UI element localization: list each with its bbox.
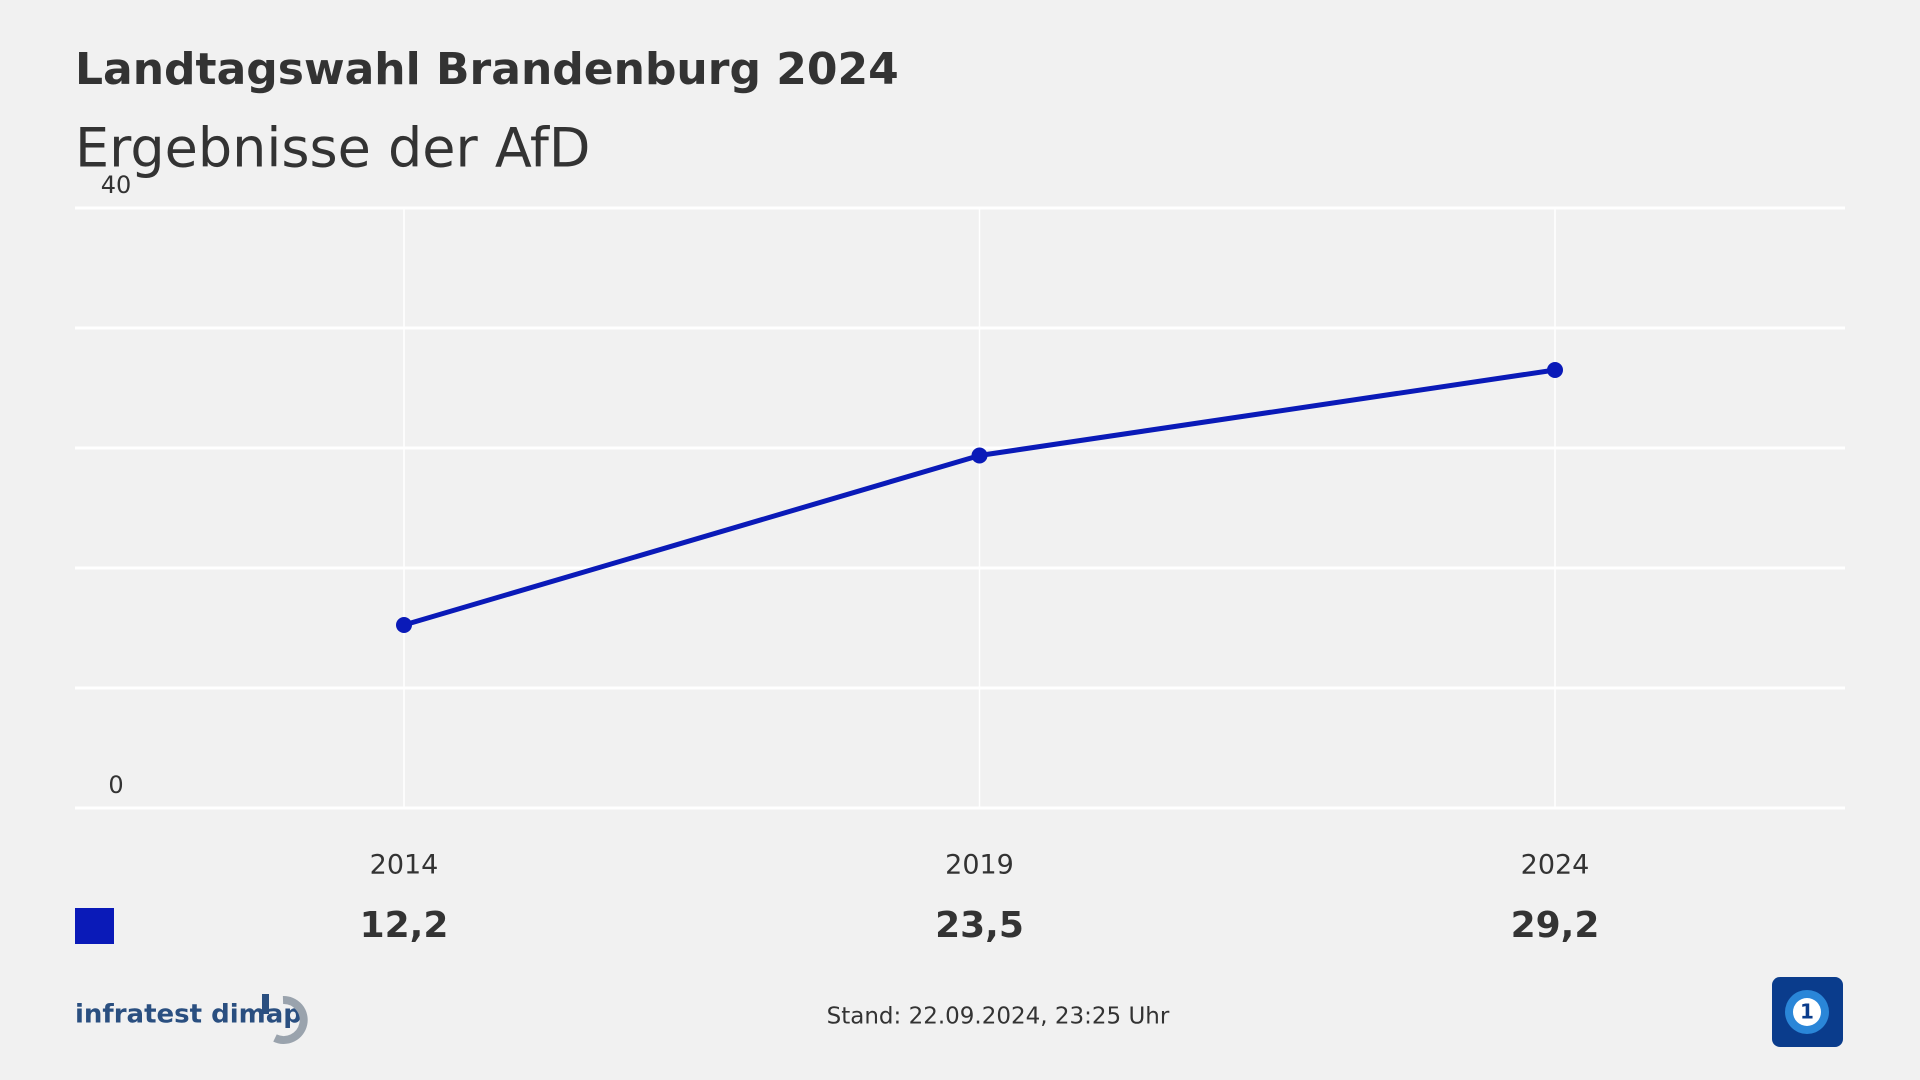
broadcaster-logo: 1 <box>1772 977 1843 1047</box>
y-tick-label: 40 <box>101 171 132 199</box>
svg-text:1: 1 <box>1800 1000 1814 1024</box>
chart-subtitle: Ergebnisse der AfD <box>75 117 591 180</box>
data-point <box>971 447 988 464</box>
value-label: 29,2 <box>1511 905 1600 946</box>
data-point <box>396 617 412 633</box>
timestamp-note: Stand: 22.09.2024, 23:25 Uhr <box>827 1004 1170 1030</box>
x-tick-label: 2024 <box>1521 850 1590 881</box>
x-tick-label: 2014 <box>370 850 439 881</box>
data-point <box>1547 362 1563 378</box>
value-label: 12,2 <box>360 905 449 946</box>
value-label: 23,5 <box>935 905 1024 946</box>
chart-title: Landtagswahl Brandenburg 2024 <box>75 44 899 95</box>
x-tick-label: 2019 <box>945 850 1014 881</box>
source-logo-icon <box>262 994 308 1044</box>
legend-swatch <box>75 908 114 944</box>
y-tick-label: 0 <box>108 771 123 799</box>
